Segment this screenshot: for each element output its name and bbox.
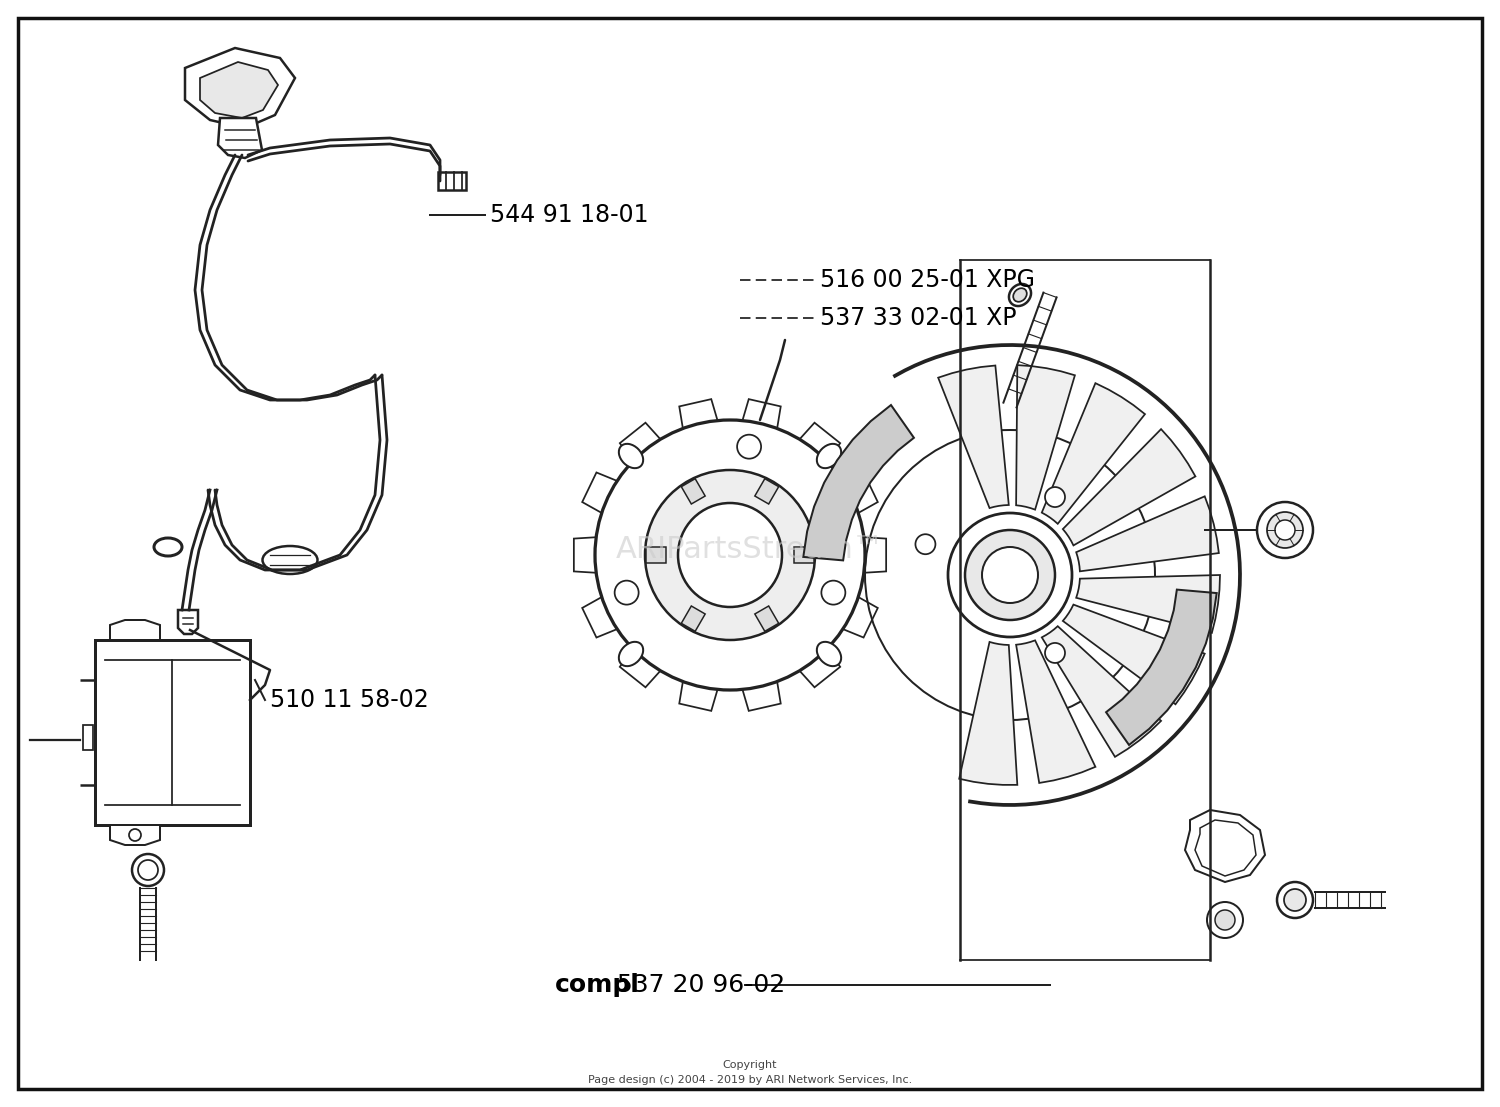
- Bar: [94, 640, 250, 825]
- Polygon shape: [178, 610, 198, 634]
- Polygon shape: [1185, 810, 1264, 882]
- Circle shape: [1257, 501, 1312, 558]
- Polygon shape: [582, 594, 622, 638]
- Circle shape: [822, 581, 846, 604]
- Circle shape: [736, 435, 760, 458]
- Text: ARIPartsStream™: ARIPartsStream™: [616, 536, 884, 565]
- Ellipse shape: [1013, 288, 1028, 302]
- Text: Page design (c) 2004 - 2019 by ARI Network Services, Inc.: Page design (c) 2004 - 2019 by ARI Netwo…: [588, 1075, 912, 1085]
- Circle shape: [1046, 487, 1065, 507]
- Polygon shape: [200, 62, 278, 118]
- Circle shape: [1276, 882, 1312, 918]
- Polygon shape: [217, 118, 262, 158]
- Polygon shape: [1016, 365, 1076, 509]
- Ellipse shape: [818, 444, 842, 468]
- Polygon shape: [796, 423, 840, 466]
- Bar: [681, 478, 705, 504]
- Polygon shape: [680, 400, 718, 434]
- Text: 537 20 96-02: 537 20 96-02: [616, 973, 786, 997]
- Polygon shape: [582, 473, 622, 516]
- Polygon shape: [1016, 640, 1095, 783]
- Polygon shape: [1076, 575, 1220, 633]
- Polygon shape: [1076, 496, 1220, 571]
- Circle shape: [915, 535, 936, 555]
- Circle shape: [138, 860, 158, 880]
- Polygon shape: [958, 642, 1017, 785]
- Polygon shape: [741, 400, 780, 434]
- Polygon shape: [620, 423, 664, 466]
- Ellipse shape: [818, 642, 842, 666]
- Polygon shape: [858, 537, 886, 573]
- Polygon shape: [796, 644, 840, 687]
- Polygon shape: [1064, 604, 1204, 704]
- Circle shape: [982, 547, 1038, 603]
- Ellipse shape: [620, 642, 644, 666]
- Polygon shape: [741, 676, 780, 711]
- Text: 544 91 18-01: 544 91 18-01: [490, 203, 648, 227]
- Circle shape: [615, 581, 639, 604]
- Text: Copyright: Copyright: [723, 1061, 777, 1070]
- Circle shape: [964, 530, 1054, 620]
- Ellipse shape: [262, 546, 318, 575]
- Polygon shape: [110, 825, 160, 845]
- Polygon shape: [804, 405, 913, 560]
- Ellipse shape: [620, 444, 644, 468]
- Polygon shape: [574, 537, 602, 573]
- Bar: [438, 172, 466, 190]
- Ellipse shape: [1010, 284, 1031, 306]
- Circle shape: [645, 470, 814, 640]
- Polygon shape: [1064, 430, 1196, 546]
- Polygon shape: [1042, 627, 1161, 757]
- Circle shape: [1275, 520, 1294, 540]
- Polygon shape: [839, 594, 878, 638]
- Polygon shape: [938, 365, 1010, 508]
- Bar: [681, 606, 705, 631]
- Polygon shape: [184, 48, 296, 128]
- Circle shape: [1215, 910, 1234, 930]
- Text: 516 00 25-01 XPG: 516 00 25-01 XPG: [821, 268, 1035, 292]
- Circle shape: [948, 513, 1072, 637]
- Bar: [82, 725, 93, 751]
- Polygon shape: [110, 620, 160, 640]
- Polygon shape: [1042, 383, 1144, 524]
- Polygon shape: [680, 676, 718, 711]
- Polygon shape: [1106, 590, 1216, 745]
- Polygon shape: [620, 644, 664, 687]
- Circle shape: [1046, 643, 1065, 663]
- Circle shape: [129, 829, 141, 841]
- Text: compl: compl: [555, 973, 640, 997]
- Circle shape: [596, 420, 865, 690]
- Bar: [754, 478, 778, 504]
- Circle shape: [1268, 513, 1304, 548]
- Circle shape: [132, 853, 164, 886]
- Bar: [754, 606, 778, 631]
- Polygon shape: [839, 473, 878, 516]
- Circle shape: [1284, 889, 1306, 911]
- Circle shape: [1208, 902, 1243, 938]
- Text: 510 11 58-02: 510 11 58-02: [270, 687, 429, 712]
- Text: 537 33 02-01 XP: 537 33 02-01 XP: [821, 306, 1017, 330]
- Bar: [646, 547, 666, 563]
- Bar: [794, 547, 813, 563]
- Circle shape: [678, 503, 782, 607]
